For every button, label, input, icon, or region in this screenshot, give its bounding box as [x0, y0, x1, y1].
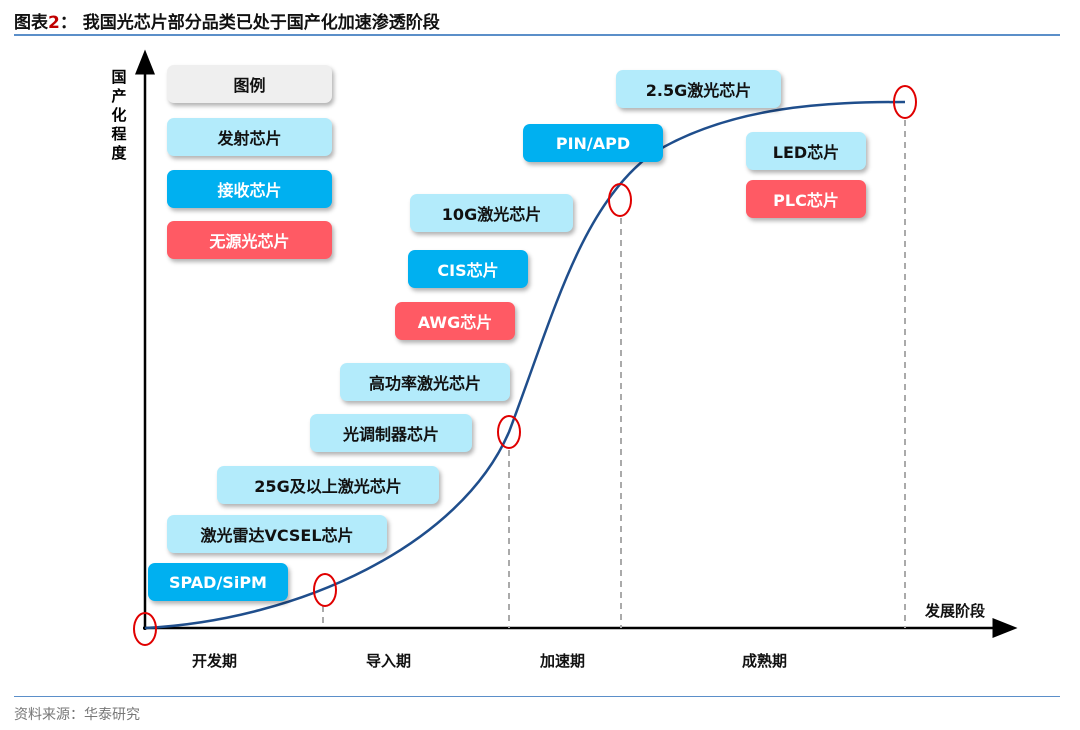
adoption-curve: [144, 100, 906, 630]
figure-title: 图表2： 我国光芯片部分品类已处于国产化加速渗透阶段: [14, 8, 440, 33]
chip-box: LED芯片: [746, 132, 866, 170]
chip-box: CIS芯片: [408, 250, 528, 288]
x-axis-label: 发展阶段: [925, 602, 986, 620]
legend-emit: 发射芯片: [167, 118, 332, 156]
y-axis-label: 国产化程度: [111, 68, 127, 162]
legend-title: 图例: [167, 65, 332, 103]
stage-label: 加速期: [540, 652, 586, 670]
chip-box: 10G激光芯片: [410, 194, 573, 232]
chip-box: 25G及以上激光芯片: [217, 466, 439, 504]
title-text: ： 我国光芯片部分品类已处于国产化加速渗透阶段: [59, 13, 440, 33]
milestone-marker: [313, 573, 337, 607]
milestone-marker: [497, 415, 521, 449]
title-prefix: 图表: [14, 13, 48, 33]
chip-box: AWG芯片: [395, 302, 515, 340]
title-number: 2: [48, 13, 60, 33]
chip-box: SPAD/SiPM: [148, 563, 288, 601]
milestone-marker: [133, 612, 157, 646]
source-note: 资料来源：华泰研究: [14, 707, 140, 723]
chip-box: PLC芯片: [746, 180, 866, 218]
milestone-marker: [893, 85, 917, 119]
chip-box: 激光雷达VCSEL芯片: [167, 515, 387, 553]
legend-passive: 无源光芯片: [167, 221, 332, 259]
bottom-rule: [14, 696, 1060, 697]
chip-box: PIN/APD: [523, 124, 663, 162]
stage-label: 开发期: [192, 652, 238, 670]
stage-label: 导入期: [366, 652, 412, 670]
legend-receive: 接收芯片: [167, 170, 332, 208]
stage-label: 成熟期: [742, 652, 788, 670]
milestone-marker: [608, 183, 632, 217]
chip-box: 2.5G激光芯片: [616, 70, 781, 108]
chip-box: 高功率激光芯片: [340, 363, 510, 401]
chip-box: 光调制器芯片: [310, 414, 472, 452]
top-rule: [14, 34, 1060, 36]
